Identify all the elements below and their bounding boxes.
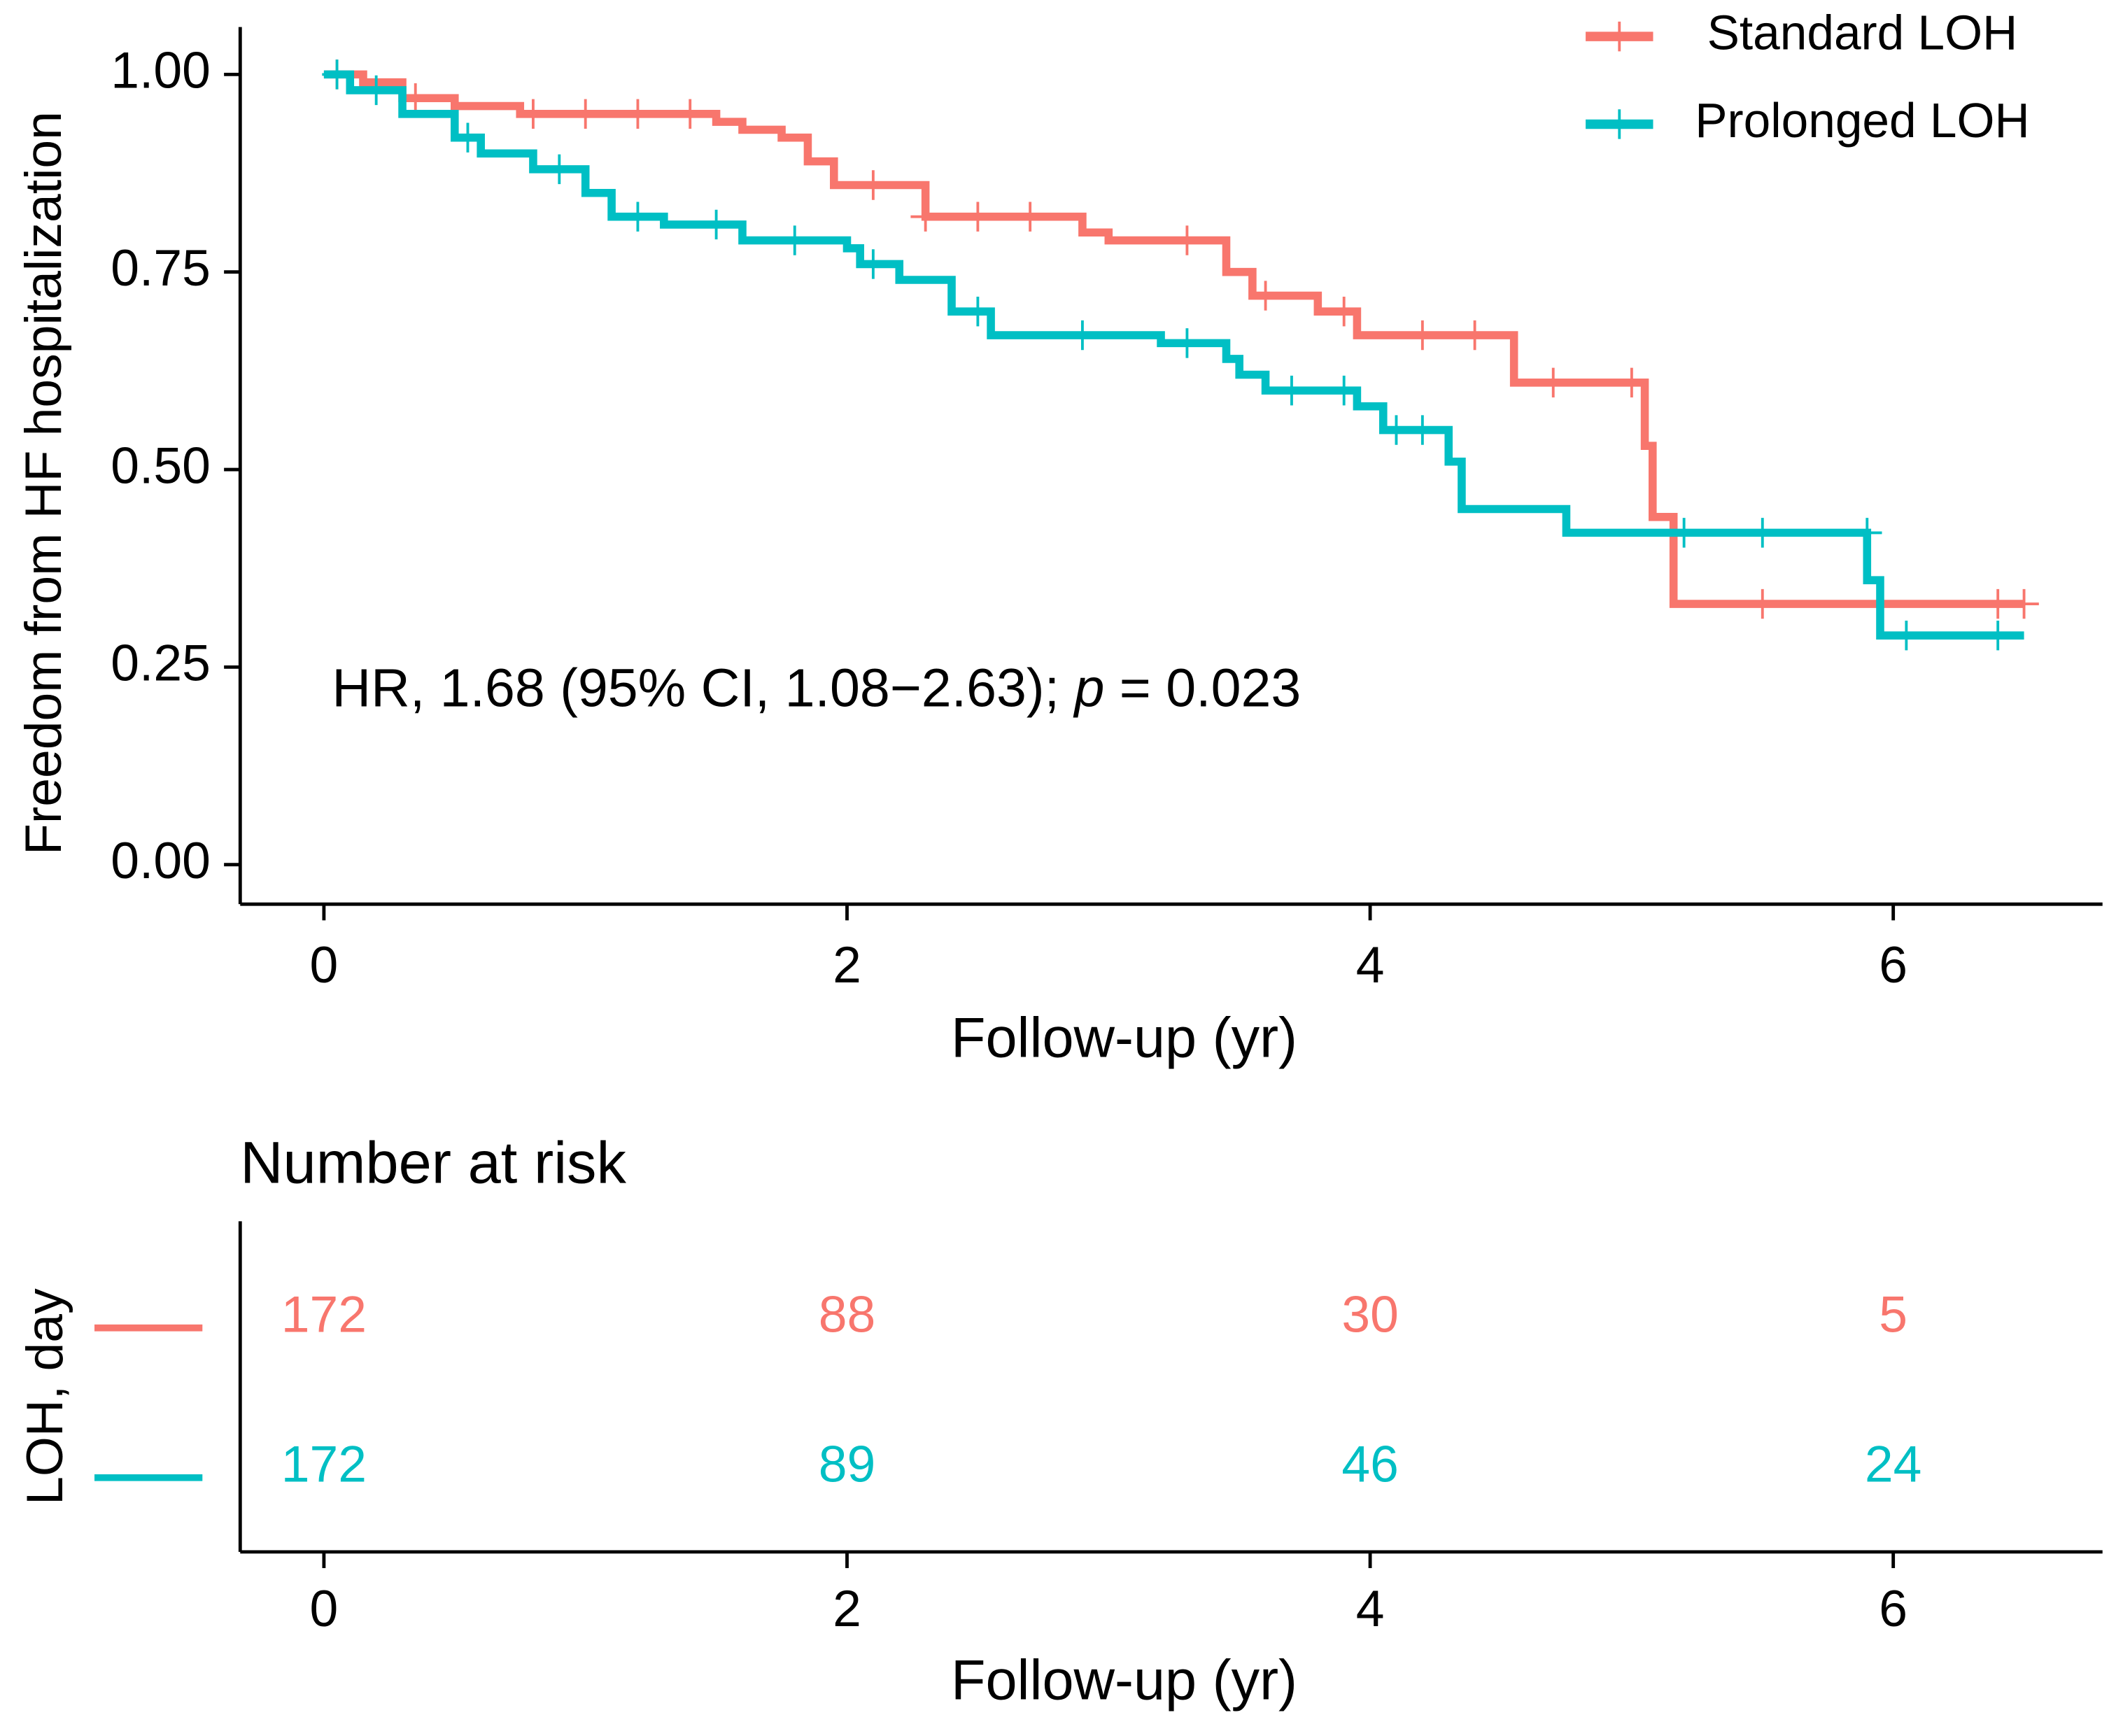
x-axis-label: Follow-up (yr) xyxy=(951,1006,1297,1069)
censor-mark xyxy=(963,296,993,327)
censor-mark xyxy=(701,209,731,240)
censor-mark xyxy=(858,249,889,279)
censor-mark xyxy=(1747,518,1777,548)
y-tick-label: 0.75 xyxy=(111,239,211,297)
censor-mark xyxy=(675,99,705,129)
censor-mark xyxy=(1538,367,1568,398)
censor-mark xyxy=(1460,320,1490,351)
censor-mark xyxy=(623,99,653,129)
x-tick-label: 2 xyxy=(833,936,861,994)
censor-mark xyxy=(858,170,889,200)
risk-count: 172 xyxy=(281,1286,367,1343)
annotation-text: p xyxy=(1073,658,1104,719)
censor-mark xyxy=(570,99,600,129)
risk-count: 24 xyxy=(1865,1436,1922,1493)
censor-mark xyxy=(1669,518,1699,548)
x-tick-label: 4 xyxy=(1356,936,1385,994)
censor-mark xyxy=(623,202,653,232)
table-title: Number at risk xyxy=(240,1129,626,1196)
censor-mark xyxy=(1891,620,1921,651)
x-tick-label: 0 xyxy=(310,936,339,994)
x-tick-label: 6 xyxy=(1879,1580,1907,1637)
censor-mark xyxy=(1407,415,1438,445)
table-y-label: LOH, day xyxy=(16,1288,73,1505)
censor-mark xyxy=(1250,281,1281,311)
censor-mark xyxy=(1982,588,2013,619)
survival-curve xyxy=(323,70,2024,640)
censor-mark xyxy=(1982,620,2013,651)
censor-mark xyxy=(1852,518,1882,548)
censor-mark xyxy=(1329,375,1359,406)
censor-mark xyxy=(2009,588,2039,619)
censor-mark xyxy=(1329,296,1359,327)
censor-mark xyxy=(963,202,993,232)
censor-mark xyxy=(1381,415,1411,445)
x-tick-label: 2 xyxy=(833,1580,861,1637)
y-axis-label: Freedom from HF hospitalization xyxy=(15,111,72,855)
censor-mark xyxy=(322,59,352,90)
censor-mark xyxy=(910,202,940,232)
censor-mark xyxy=(1172,225,1202,255)
risk-count: 89 xyxy=(819,1436,876,1493)
censor-mark xyxy=(780,225,810,255)
table-x-label: Follow-up (yr) xyxy=(951,1649,1297,1712)
y-tick-label: 1.00 xyxy=(111,42,211,99)
legend-label: Standard LOH xyxy=(1707,5,2018,59)
survival-curve xyxy=(323,70,2024,608)
censor-mark xyxy=(1616,367,1647,398)
annotation: HR, 1.68 (95% CI, 1.08−2.63); p = 0.023 xyxy=(332,658,1301,719)
x-tick-label: 6 xyxy=(1879,936,1907,994)
censor-mark xyxy=(1172,328,1202,358)
legend-label: Prolonged LOH xyxy=(1695,93,2029,148)
annotation-text: = 0.023 xyxy=(1104,658,1301,719)
annotation-text: HR, 1.68 (95% CI, 1.08−2.63); xyxy=(332,658,1074,719)
censor-mark xyxy=(1747,588,1777,619)
risk-count: 5 xyxy=(1879,1286,1907,1343)
censor-mark xyxy=(1276,375,1307,406)
legend-swatch-mark xyxy=(1604,109,1635,139)
censor-mark xyxy=(361,75,391,106)
risk-count: 30 xyxy=(1341,1286,1399,1343)
censor-mark xyxy=(518,99,549,129)
censor-mark xyxy=(1067,320,1098,351)
censor-mark xyxy=(1407,320,1438,351)
y-tick-label: 0.00 xyxy=(111,832,211,889)
y-tick-label: 0.25 xyxy=(111,635,211,692)
risk-count: 88 xyxy=(819,1286,876,1343)
x-tick-label: 4 xyxy=(1356,1580,1385,1637)
censor-mark xyxy=(453,122,483,153)
risk-count: 46 xyxy=(1341,1436,1399,1493)
censor-mark xyxy=(544,154,574,185)
y-tick-label: 0.50 xyxy=(111,437,211,494)
risk-count: 172 xyxy=(281,1436,367,1493)
x-tick-label: 0 xyxy=(310,1580,339,1637)
censor-mark xyxy=(1015,202,1045,232)
legend-swatch-mark xyxy=(1604,21,1635,52)
